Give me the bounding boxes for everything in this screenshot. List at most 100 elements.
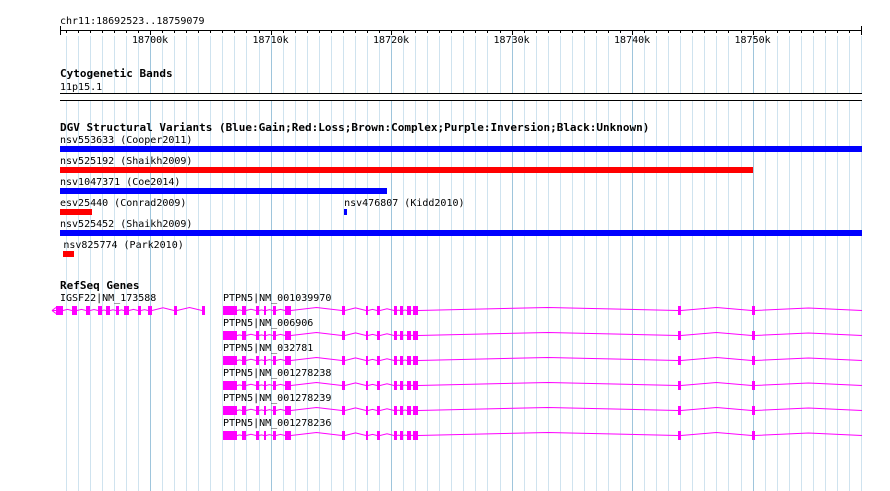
dgv-variant-label[interactable]: nsv553633 (Cooper2011) [60,135,193,146]
exon [394,381,397,390]
ruler-axis [60,26,862,35]
exon [377,381,380,390]
intron-line [402,384,408,386]
exon [273,381,276,390]
intron-line [417,431,679,436]
intron-line [76,308,87,311]
dgv-variant-bar[interactable] [344,209,347,215]
cytoband-bar[interactable] [60,93,862,101]
exon [116,306,119,315]
exon [264,381,266,390]
dgv-variant-bar[interactable] [60,209,93,215]
exon [285,381,291,390]
intron-line [258,409,265,411]
exon [174,306,177,315]
exon [366,431,368,440]
gene-label[interactable]: PTPN5|NM_001278238 [223,368,332,379]
cytoband-track-title[interactable]: Cytogenetic Bands [60,67,173,80]
gene-model[interactable] [223,406,863,415]
exon [285,356,291,365]
gene-label[interactable]: IGSF22|NM_173588 [60,293,157,304]
intron-line [275,383,286,386]
intron-line [236,309,243,311]
dgv-variant-label[interactable]: nsv825774 (Park2010) [63,240,184,251]
gene-model[interactable] [223,356,863,365]
exon [377,406,380,415]
dgv-variant-bar[interactable] [60,167,753,173]
exon [752,331,755,340]
exon [400,356,403,365]
intron-line [367,383,378,386]
exon [202,306,205,315]
exon [678,431,681,440]
exon [413,431,418,440]
gene-model[interactable] [223,331,863,340]
intron-line [402,434,408,436]
intron-line [417,406,679,411]
exon [366,331,368,340]
ruler-tick-label: 18720k [373,35,410,46]
exon [678,381,681,390]
dgv-track-title[interactable]: DGV Structural Variants (Blue:Gain;Red:L… [60,121,650,134]
intron-line [417,331,679,336]
dgv-variant-label[interactable]: nsv476807 (Kidd2010) [344,198,465,209]
ruler-tick-label: 18740k [614,35,651,46]
gene-label[interactable]: PTPN5|NM_006906 [223,318,314,329]
intron-line [402,359,408,361]
intron-line [379,408,395,411]
gene-model[interactable] [223,431,863,440]
exon [72,306,77,315]
exon [342,381,345,390]
exon [407,431,411,440]
intron-line [275,358,286,361]
dgv-variant-label[interactable]: nsv525452 (Shaikh2009) [60,219,193,230]
exon [394,431,397,440]
dgv-variant-label[interactable]: nsv1047371 (Coe2014) [60,177,181,188]
intron-line [275,308,286,311]
exon [273,306,276,315]
dgv-variant-label[interactable]: nsv525192 (Shaikh2009) [60,156,193,167]
intron-line [344,407,367,411]
exon [407,406,411,415]
dgv-variant-bar[interactable] [60,230,862,236]
refseq-track-title[interactable]: RefSeq Genes [60,279,140,292]
intron-line [245,308,257,311]
gene-model[interactable] [223,381,863,390]
exon [98,306,102,315]
intron-line [379,308,395,311]
intron-line [367,433,378,436]
cytoband-label: 11p15.1 [60,82,103,93]
dgv-variant-bar[interactable] [63,251,75,257]
intron-line [417,381,679,386]
exon [273,356,276,365]
exon [377,356,380,365]
exon [342,406,345,415]
dgv-variant-label[interactable]: esv25440 (Conrad2009) [60,198,187,209]
exon [377,306,380,315]
gene-model[interactable] [51,306,205,315]
exon [413,306,418,315]
intron-line [379,433,395,436]
exon [264,331,266,340]
gene-label[interactable]: PTPN5|NM_032781 [223,343,314,354]
exon [242,331,246,340]
intron-line [109,309,117,311]
gene-label[interactable]: PTPN5|NM_001278236 [223,418,332,429]
exon [148,306,152,315]
dgv-variant-bar[interactable] [60,188,388,194]
gene-model[interactable] [223,306,863,315]
intron-line [680,431,753,436]
intron-line [290,356,343,361]
exon [366,381,368,390]
dgv-variant-bar[interactable] [60,146,862,152]
exon [413,381,418,390]
exon [256,406,259,415]
intron-line [344,382,367,386]
gene-label[interactable]: PTPN5|NM_001039970 [223,293,332,304]
intron-line [89,308,99,311]
exon [256,306,259,315]
gene-label[interactable]: PTPN5|NM_001278239 [223,393,332,404]
intron-line [344,332,367,336]
intron-line [379,358,395,361]
